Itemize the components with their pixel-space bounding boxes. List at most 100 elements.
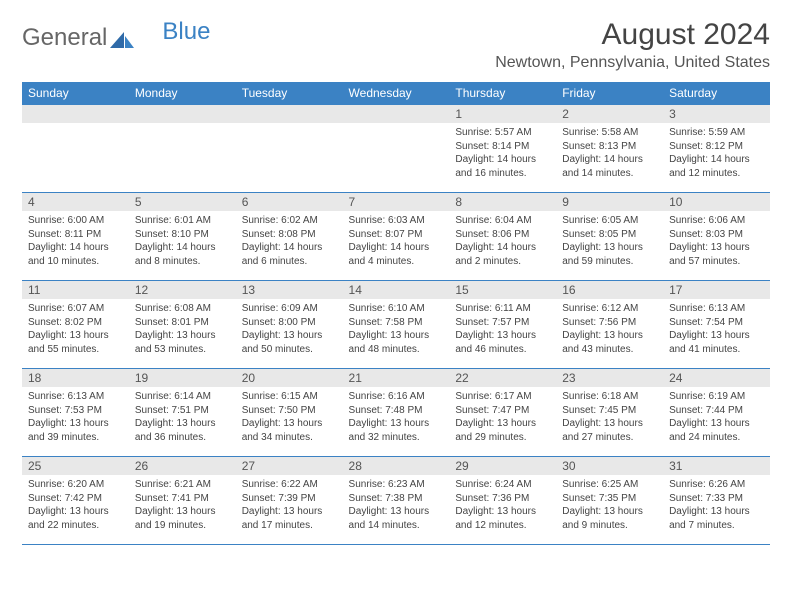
day-details: Sunrise: 6:01 AMSunset: 8:10 PMDaylight:… <box>129 211 236 272</box>
daylight-line: Daylight: 13 hours and 48 minutes. <box>349 329 444 356</box>
day-details: Sunrise: 6:25 AMSunset: 7:35 PMDaylight:… <box>556 475 663 536</box>
day-number: 23 <box>556 369 663 387</box>
day-cell: 23Sunrise: 6:18 AMSunset: 7:45 PMDayligh… <box>556 369 663 457</box>
sunrise-line: Sunrise: 6:03 AM <box>349 214 444 228</box>
dow-friday: Friday <box>556 82 663 105</box>
daylight-line: Daylight: 13 hours and 32 minutes. <box>349 417 444 444</box>
sunrise-line: Sunrise: 6:21 AM <box>135 478 230 492</box>
sunrise-line: Sunrise: 6:19 AM <box>669 390 764 404</box>
day-details: Sunrise: 6:00 AMSunset: 8:11 PMDaylight:… <box>22 211 129 272</box>
sunset-line: Sunset: 8:03 PM <box>669 228 764 242</box>
day-details: Sunrise: 6:07 AMSunset: 8:02 PMDaylight:… <box>22 299 129 360</box>
day-details: Sunrise: 6:20 AMSunset: 7:42 PMDaylight:… <box>22 475 129 536</box>
dow-tuesday: Tuesday <box>236 82 343 105</box>
day-details: Sunrise: 6:05 AMSunset: 8:05 PMDaylight:… <box>556 211 663 272</box>
day-details: Sunrise: 6:14 AMSunset: 7:51 PMDaylight:… <box>129 387 236 448</box>
dow-wednesday: Wednesday <box>343 82 450 105</box>
sunset-line: Sunset: 8:07 PM <box>349 228 444 242</box>
day-details: Sunrise: 6:10 AMSunset: 7:58 PMDaylight:… <box>343 299 450 360</box>
sunset-line: Sunset: 7:39 PM <box>242 492 337 506</box>
sunrise-line: Sunrise: 6:01 AM <box>135 214 230 228</box>
dow-row: SundayMondayTuesdayWednesdayThursdayFrid… <box>22 82 770 105</box>
daylight-line: Daylight: 14 hours and 8 minutes. <box>135 241 230 268</box>
day-cell: 8Sunrise: 6:04 AMSunset: 8:06 PMDaylight… <box>449 193 556 281</box>
day-cell: 7Sunrise: 6:03 AMSunset: 8:07 PMDaylight… <box>343 193 450 281</box>
sunrise-line: Sunrise: 6:25 AM <box>562 478 657 492</box>
sunrise-line: Sunrise: 6:05 AM <box>562 214 657 228</box>
header: General Blue August 2024 Newtown, Pennsy… <box>22 18 770 72</box>
sunset-line: Sunset: 8:08 PM <box>242 228 337 242</box>
day-details: Sunrise: 6:13 AMSunset: 7:54 PMDaylight:… <box>663 299 770 360</box>
sunrise-line: Sunrise: 6:24 AM <box>455 478 550 492</box>
week-row: 11Sunrise: 6:07 AMSunset: 8:02 PMDayligh… <box>22 281 770 369</box>
daylight-line: Daylight: 13 hours and 34 minutes. <box>242 417 337 444</box>
sunset-line: Sunset: 7:48 PM <box>349 404 444 418</box>
day-number: 30 <box>556 457 663 475</box>
day-details: Sunrise: 6:17 AMSunset: 7:47 PMDaylight:… <box>449 387 556 448</box>
sunrise-line: Sunrise: 6:09 AM <box>242 302 337 316</box>
day-number: 7 <box>343 193 450 211</box>
day-cell: 12Sunrise: 6:08 AMSunset: 8:01 PMDayligh… <box>129 281 236 369</box>
day-cell: 13Sunrise: 6:09 AMSunset: 8:00 PMDayligh… <box>236 281 343 369</box>
week-row: 4Sunrise: 6:00 AMSunset: 8:11 PMDaylight… <box>22 193 770 281</box>
day-cell: 10Sunrise: 6:06 AMSunset: 8:03 PMDayligh… <box>663 193 770 281</box>
day-details: Sunrise: 6:23 AMSunset: 7:38 PMDaylight:… <box>343 475 450 536</box>
day-details: Sunrise: 6:22 AMSunset: 7:39 PMDaylight:… <box>236 475 343 536</box>
daylight-line: Daylight: 14 hours and 6 minutes. <box>242 241 337 268</box>
sunrise-line: Sunrise: 6:18 AM <box>562 390 657 404</box>
sunset-line: Sunset: 7:33 PM <box>669 492 764 506</box>
day-number-empty <box>129 105 236 123</box>
brand-part1: General <box>22 24 107 52</box>
sunset-line: Sunset: 7:51 PM <box>135 404 230 418</box>
sunrise-line: Sunrise: 6:16 AM <box>349 390 444 404</box>
sunrise-line: Sunrise: 6:07 AM <box>28 302 123 316</box>
day-number: 15 <box>449 281 556 299</box>
sunrise-line: Sunrise: 6:20 AM <box>28 478 123 492</box>
sunrise-line: Sunrise: 6:17 AM <box>455 390 550 404</box>
daylight-line: Daylight: 14 hours and 2 minutes. <box>455 241 550 268</box>
sunrise-line: Sunrise: 6:02 AM <box>242 214 337 228</box>
sunrise-line: Sunrise: 6:15 AM <box>242 390 337 404</box>
sunrise-line: Sunrise: 6:13 AM <box>669 302 764 316</box>
day-cell: 6Sunrise: 6:02 AMSunset: 8:08 PMDaylight… <box>236 193 343 281</box>
day-number: 3 <box>663 105 770 123</box>
day-number: 1 <box>449 105 556 123</box>
sunset-line: Sunset: 7:56 PM <box>562 316 657 330</box>
day-number: 11 <box>22 281 129 299</box>
sunset-line: Sunset: 8:14 PM <box>455 140 550 154</box>
day-details: Sunrise: 6:03 AMSunset: 8:07 PMDaylight:… <box>343 211 450 272</box>
sunrise-line: Sunrise: 6:22 AM <box>242 478 337 492</box>
day-number: 19 <box>129 369 236 387</box>
day-details: Sunrise: 6:02 AMSunset: 8:08 PMDaylight:… <box>236 211 343 272</box>
day-details: Sunrise: 6:18 AMSunset: 7:45 PMDaylight:… <box>556 387 663 448</box>
day-number: 16 <box>556 281 663 299</box>
day-number-empty <box>22 105 129 123</box>
daylight-line: Daylight: 13 hours and 29 minutes. <box>455 417 550 444</box>
sunset-line: Sunset: 8:00 PM <box>242 316 337 330</box>
day-number: 12 <box>129 281 236 299</box>
sunset-line: Sunset: 7:50 PM <box>242 404 337 418</box>
day-number: 22 <box>449 369 556 387</box>
week-row: 18Sunrise: 6:13 AMSunset: 7:53 PMDayligh… <box>22 369 770 457</box>
daylight-line: Daylight: 14 hours and 4 minutes. <box>349 241 444 268</box>
day-cell: 16Sunrise: 6:12 AMSunset: 7:56 PMDayligh… <box>556 281 663 369</box>
dow-sunday: Sunday <box>22 82 129 105</box>
sunset-line: Sunset: 8:01 PM <box>135 316 230 330</box>
brand-logo: General Blue <box>22 24 210 52</box>
day-details: Sunrise: 6:13 AMSunset: 7:53 PMDaylight:… <box>22 387 129 448</box>
sunset-line: Sunset: 8:05 PM <box>562 228 657 242</box>
day-cell: 3Sunrise: 5:59 AMSunset: 8:12 PMDaylight… <box>663 105 770 193</box>
day-number: 29 <box>449 457 556 475</box>
sunrise-line: Sunrise: 5:58 AM <box>562 126 657 140</box>
daylight-line: Daylight: 13 hours and 27 minutes. <box>562 417 657 444</box>
week-row: 25Sunrise: 6:20 AMSunset: 7:42 PMDayligh… <box>22 457 770 545</box>
sunset-line: Sunset: 8:13 PM <box>562 140 657 154</box>
day-cell: 9Sunrise: 6:05 AMSunset: 8:05 PMDaylight… <box>556 193 663 281</box>
day-details: Sunrise: 6:08 AMSunset: 8:01 PMDaylight:… <box>129 299 236 360</box>
calendar-grid: SundayMondayTuesdayWednesdayThursdayFrid… <box>22 82 770 545</box>
daylight-line: Daylight: 13 hours and 36 minutes. <box>135 417 230 444</box>
sunrise-line: Sunrise: 6:04 AM <box>455 214 550 228</box>
sunset-line: Sunset: 8:06 PM <box>455 228 550 242</box>
day-number: 6 <box>236 193 343 211</box>
dow-thursday: Thursday <box>449 82 556 105</box>
